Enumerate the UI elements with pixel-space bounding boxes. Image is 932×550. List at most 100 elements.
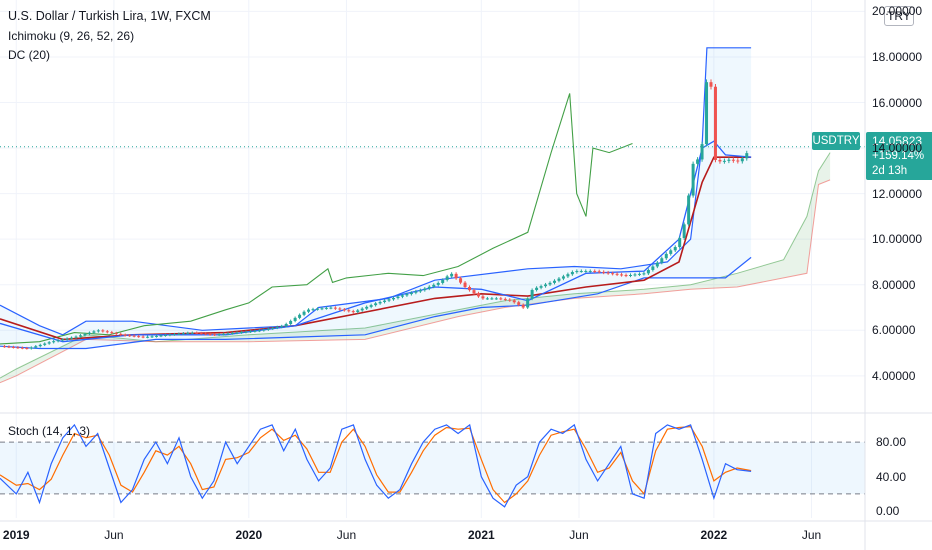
candle-body: [544, 284, 548, 287]
time-tick-label: Jun: [801, 528, 822, 542]
candle-body: [293, 317, 297, 321]
candle-body: [177, 333, 181, 335]
candle-body: [92, 331, 96, 333]
candle-body: [651, 266, 655, 270]
candle-body: [566, 274, 570, 277]
candle-body: [110, 332, 114, 334]
candle-body: [557, 278, 561, 281]
candle-body: [705, 82, 709, 145]
candle-body: [494, 298, 498, 300]
candle-body: [637, 273, 641, 275]
symbol-badge: USDTRY: [812, 132, 860, 150]
candle-body: [709, 82, 713, 87]
candle-body: [132, 335, 136, 337]
candle-body: [150, 336, 154, 338]
candle-body: [38, 344, 42, 347]
candle-body: [298, 314, 302, 318]
candle-body: [284, 324, 288, 327]
candle-body: [16, 347, 20, 349]
candle-body: [208, 334, 212, 336]
time-tick-label: Jun: [336, 528, 357, 542]
candle-body: [324, 307, 328, 309]
candle-body: [615, 273, 619, 275]
candle-body: [400, 295, 404, 297]
candle-body: [2, 346, 6, 348]
candle-body: [530, 289, 534, 299]
candle-body: [396, 296, 400, 299]
candle-body: [360, 308, 364, 311]
candle-body: [29, 347, 33, 349]
candle-body: [159, 335, 163, 337]
time-tick-label: 2021: [467, 528, 495, 542]
dc-legend[interactable]: DC (20): [8, 48, 51, 62]
candle-body: [7, 346, 11, 348]
price-pane: [0, 47, 865, 384]
candle-body: [123, 334, 127, 336]
stoch-legend[interactable]: Stoch (14, 1, 3): [8, 424, 91, 438]
time-tick-label: Jun: [569, 528, 589, 542]
candle-body: [660, 258, 664, 263]
candle-body: [629, 274, 633, 276]
candle-body: [611, 273, 615, 275]
stoch-tick-label: 40.00: [876, 469, 907, 484]
candle-body: [351, 311, 355, 313]
donchian-upper: [0, 47, 752, 336]
candle-body: [378, 301, 382, 304]
candle-body: [320, 308, 324, 310]
price-tick-label: 4.00000: [872, 368, 916, 383]
candle-body: [454, 273, 458, 279]
candle-body: [307, 309, 311, 312]
stoch-band: [0, 442, 865, 494]
candle-body: [459, 278, 463, 283]
candle-body: [445, 276, 449, 280]
candle-body: [181, 333, 185, 335]
candle-body: [213, 334, 217, 336]
candle-body: [633, 274, 637, 276]
candle-body: [512, 300, 516, 303]
candle-body: [333, 307, 337, 309]
candle-body: [579, 271, 583, 273]
candle-body: [101, 330, 105, 332]
stoch-pane: [0, 423, 865, 508]
candle-body: [266, 328, 270, 330]
candle-body: [280, 326, 284, 328]
candle-body: [186, 332, 190, 334]
span-a-line: [0, 152, 831, 379]
candle-body: [119, 333, 123, 335]
candle-body: [43, 343, 47, 345]
ichimoku-legend[interactable]: Ichimoku (9, 26, 52, 26): [8, 29, 135, 43]
candle-body: [718, 159, 722, 162]
candle-body: [597, 271, 601, 273]
candle-body: [409, 292, 413, 295]
candle-body: [485, 298, 489, 300]
candle-body: [490, 298, 494, 300]
candle-body: [315, 308, 319, 310]
candle-body: [235, 332, 239, 334]
time-tick-label: 2022: [700, 528, 728, 542]
candle-body: [503, 298, 507, 300]
candle-body: [347, 310, 351, 312]
candle-body: [740, 158, 744, 162]
candle-body: [222, 333, 226, 335]
candle-body: [655, 262, 659, 267]
time-tick-label: 2019: [2, 528, 30, 542]
candle-body: [114, 333, 118, 335]
price-tick-label: 16.00000: [872, 95, 923, 110]
candle-body: [517, 302, 521, 305]
candle-body: [244, 331, 248, 333]
candle-body: [646, 269, 650, 274]
price-change: +159.14%: [872, 150, 925, 162]
candle-body: [468, 287, 472, 291]
candle-body: [570, 272, 574, 275]
candle-body: [128, 335, 132, 337]
candle-body: [481, 296, 485, 299]
candle-body: [664, 253, 668, 259]
candle-body: [70, 337, 74, 339]
candle-body: [405, 294, 409, 296]
currency-button[interactable]: TRY: [884, 6, 914, 26]
candle-body: [620, 274, 624, 276]
price-tick-label: 6.00000: [872, 323, 916, 338]
candle-body: [190, 332, 194, 334]
